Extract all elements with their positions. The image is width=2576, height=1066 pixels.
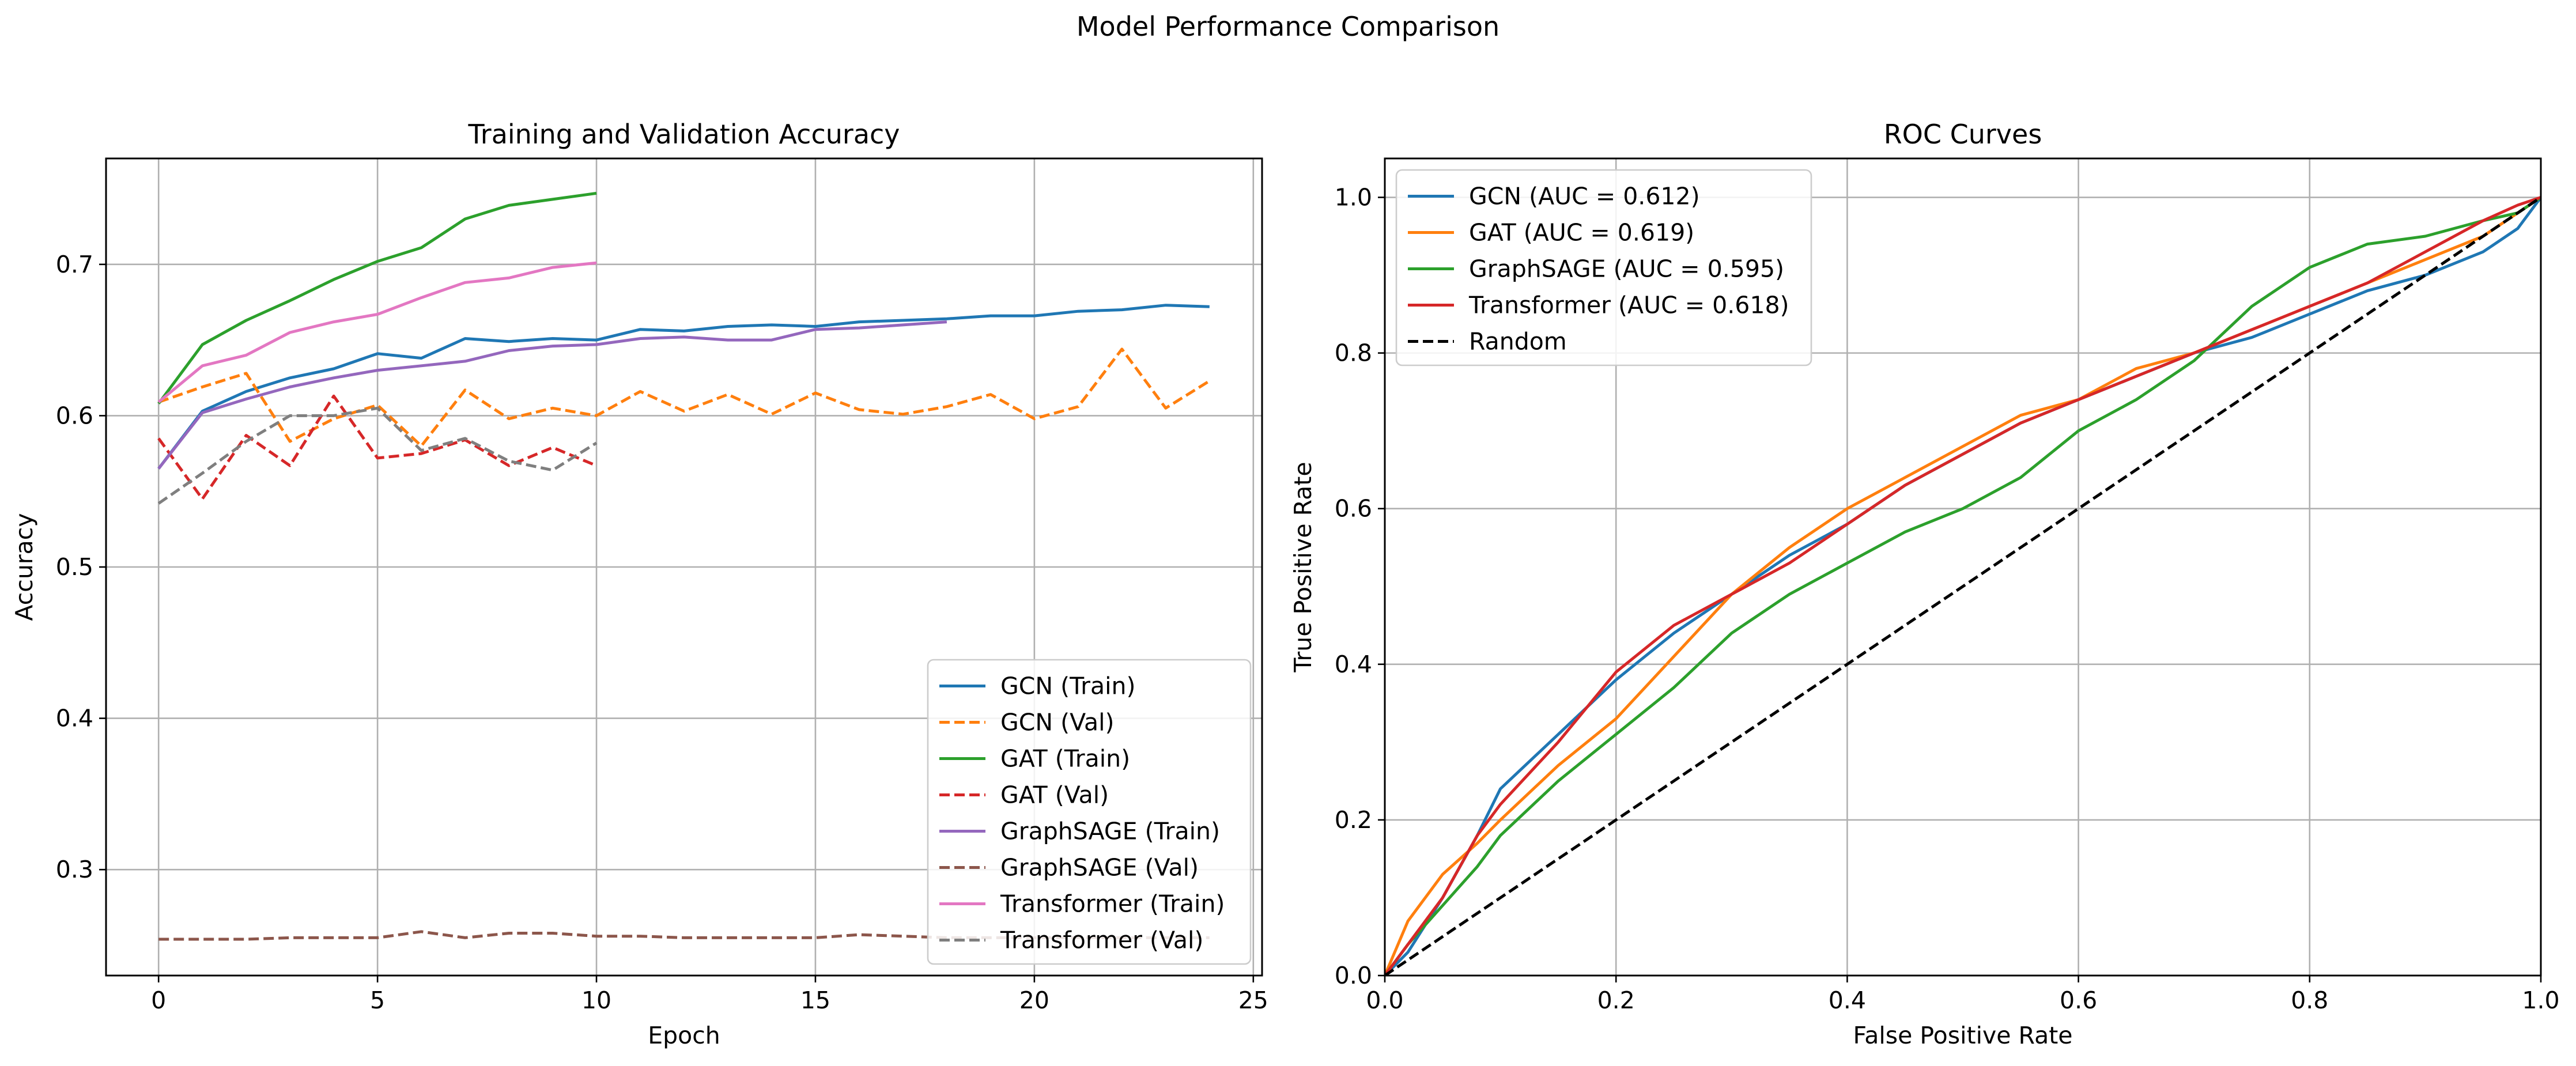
legend-label-gcn-train: GCN (Train) [1000, 672, 1135, 700]
legend-label-gat-val: GAT (Val) [1000, 781, 1109, 809]
roc-legend: GCN (AUC = 0.612) GAT (AUC = 0.619) GraphS… [1395, 169, 1812, 366]
legend-label-gcn-auc-0-612: GCN (AUC = 0.612) [1469, 183, 1700, 210]
roc-panel: 0.0 0.2 0.4 0.6 0.8 1.0 0.0 0.2 0.4 0.6 0.8 1.0 ROC… [1289, 119, 2560, 1049]
roc-chart-title: ROC Curves [1884, 119, 2042, 150]
roc-y-tick-label: 1.0 [1335, 184, 1372, 211]
accuracy-legend: GCN (Train) GCN (Val) GAT (Train) GAT (Val)… [927, 659, 1252, 965]
legend-label-gat-train: GAT (Train) [1000, 745, 1130, 773]
roc-y-tick-label: 0.2 [1335, 806, 1372, 834]
roc-x-tick-label: 0.0 [1366, 986, 1403, 1014]
series-line-gat-train [157, 191, 597, 405]
accuracy-x-tick-label: 5 [370, 986, 385, 1014]
legend-label-random: Random [1469, 328, 1567, 356]
legend-label-transformer-train: Transformer (Train) [1000, 890, 1225, 918]
roc-x-tick-label: 0.6 [2060, 986, 2097, 1014]
accuracy-x-tick-label: 0 [151, 986, 166, 1014]
accuracy-x-tick-label: 15 [800, 986, 830, 1014]
roc-y-tick-label: 0.4 [1335, 651, 1372, 678]
series-line-random [1385, 196, 2541, 976]
figure-title: Model Performance Comparison [1077, 11, 1499, 42]
accuracy-legend-box [927, 659, 1252, 965]
roc-y-axis-label: True Positive Rate [1289, 462, 1317, 672]
roc-y-tick-label: 0.8 [1335, 339, 1372, 367]
roc-x-tick-label: 0.4 [1829, 986, 1866, 1014]
legend-label-transformer-auc-0-618: Transformer (AUC = 0.618) [1468, 292, 1789, 319]
series-line-gcn-train [157, 304, 1210, 470]
legend-label-graphsage-val: GraphSAGE (Val) [1000, 854, 1199, 882]
series-line-gcn-val [158, 347, 1211, 448]
accuracy-x-tick-label: 10 [581, 986, 611, 1014]
accuracy-y-axis-label: Accuracy [10, 513, 38, 621]
accuracy-y-tick-label: 0.7 [56, 251, 93, 278]
legend-label-graphsage-auc-0-595: GraphSAGE (AUC = 0.595) [1469, 255, 1784, 283]
accuracy-panel: 0 5 10 15 20 25 0.3 0.4 0.5 0.6 0.7 Training and V… [10, 119, 1268, 1049]
accuracy-ticks: 0 5 10 15 20 25 0.3 0.4 0.5 0.6 0.7 [56, 251, 1268, 1014]
accuracy-y-tick-label: 0.6 [56, 402, 93, 429]
roc-y-tick-label: 0.6 [1335, 495, 1372, 523]
accuracy-x-tick-label: 20 [1019, 986, 1049, 1014]
roc-ticks: 0.0 0.2 0.4 0.6 0.8 1.0 0.0 0.2 0.4 0.6 0.8 1.0 [1335, 184, 2560, 1014]
legend-label-gcn-val: GCN (Val) [1000, 709, 1114, 736]
roc-x-tick-label: 0.2 [1597, 986, 1635, 1014]
roc-x-tick-label: 0.8 [2291, 986, 2328, 1014]
legend-label-graphsage-train: GraphSAGE (Train) [1000, 818, 1220, 845]
accuracy-chart-title: Training and Validation Accuracy [467, 119, 900, 150]
accuracy-y-tick-label: 0.3 [56, 856, 93, 883]
series-line-transformer-auc-0-618 [1385, 196, 2541, 976]
roc-y-tick-label: 0.0 [1335, 962, 1372, 989]
accuracy-y-tick-label: 0.4 [56, 705, 93, 732]
roc-plot-frame [1384, 157, 2542, 977]
roc-x-tick-label: 1.0 [2522, 986, 2559, 1014]
legend-label-transformer-val: Transformer (Val) [1000, 927, 1203, 954]
series-line-graphsage-auc-0-595 [1385, 196, 2541, 976]
series-line-transformer-train [157, 261, 597, 403]
roc-legend-box [1395, 169, 1812, 366]
series-line-transformer-val [157, 406, 598, 505]
series-line-gat-val [157, 394, 597, 501]
accuracy-x-axis-label: Epoch [648, 1022, 720, 1049]
legend-label-gat-auc-0-619: GAT (AUC = 0.619) [1469, 219, 1694, 247]
series-line-graphsage-train [157, 320, 947, 470]
accuracy-grid [106, 158, 1262, 976]
roc-x-axis-label: False Positive Rate [1853, 1022, 2072, 1049]
roc-series [1385, 196, 2541, 976]
accuracy-y-tick-label: 0.5 [56, 553, 93, 581]
accuracy-x-tick-label: 25 [1238, 986, 1268, 1014]
